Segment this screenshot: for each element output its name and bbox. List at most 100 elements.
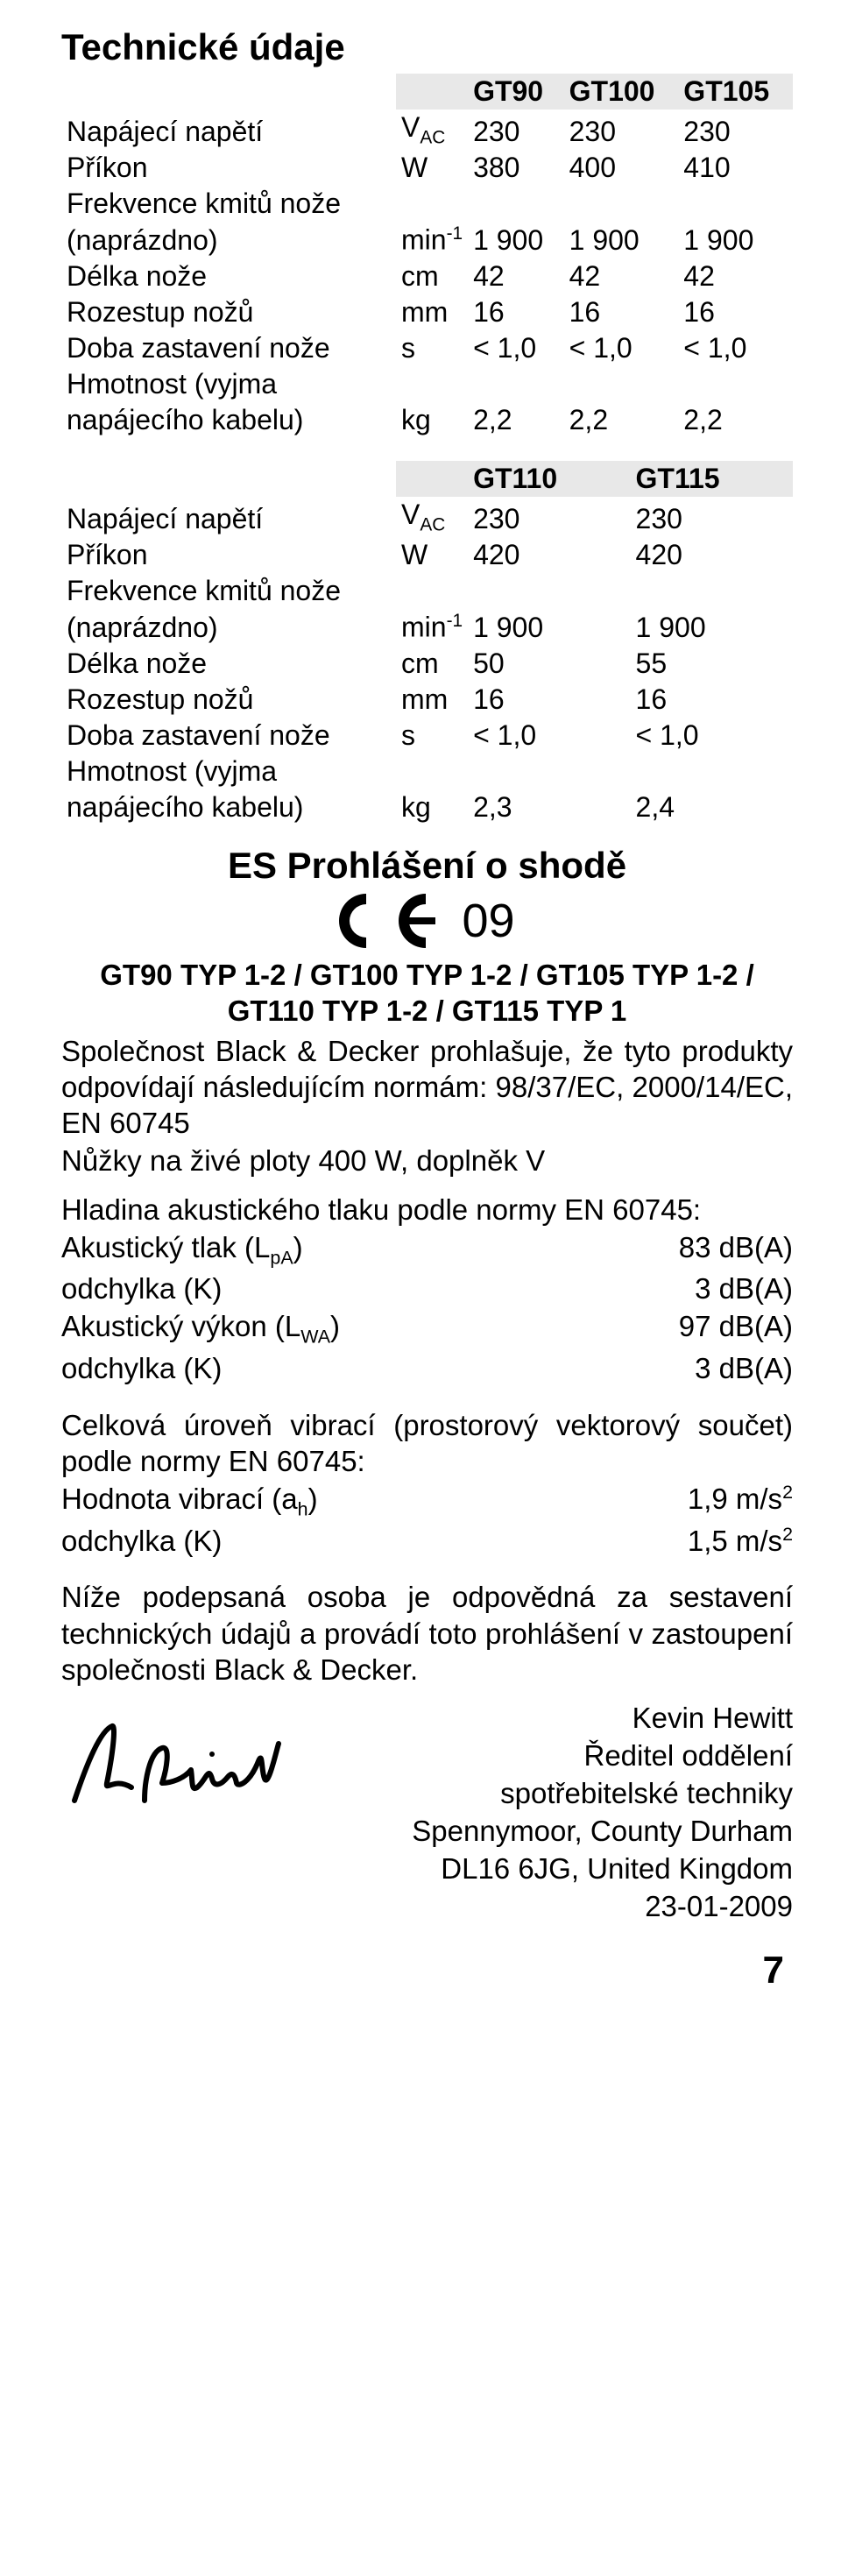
spec-label: Příkon <box>61 537 396 573</box>
spec-unit <box>396 186 468 222</box>
responsibility-para: Níže podepsaná osoba je odpovědná za ses… <box>61 1579 793 1688</box>
table-header: GT100 <box>564 74 679 110</box>
table-row: (naprázdno)min-11 9001 9001 900 <box>61 222 793 258</box>
spec-value: 16 <box>564 294 679 330</box>
kv-key: Hodnota vibrací (ah) <box>61 1481 318 1522</box>
year-09: 09 <box>462 894 514 948</box>
models-line-2: GT110 TYP 1-2 / GT115 TYP 1 <box>228 994 627 1027</box>
spec-unit: cm <box>396 646 468 682</box>
conformity-para-1b: Nůžky na živé ploty 400 W, doplněk V <box>61 1143 793 1178</box>
spec-label: Hmotnost (vyjma <box>61 366 396 402</box>
table-row: PříkonW380400410 <box>61 150 793 186</box>
table-row: Frekvence kmitů nože <box>61 573 793 609</box>
spec-unit <box>396 573 468 609</box>
spec-label: (naprázdno) <box>61 222 396 258</box>
acoustic-list: Akustický tlak (LpA) 83 dB(A) odchylka (K)… <box>61 1229 793 1388</box>
table-row: Rozestup nožůmm161616 <box>61 294 793 330</box>
spec-value: 230 <box>678 110 793 150</box>
spec-value: 230 <box>564 110 679 150</box>
spec-value: 230 <box>468 110 564 150</box>
spec-value: 400 <box>564 150 679 186</box>
kv-value: 97 dB(A) <box>679 1308 793 1349</box>
table-row: napájecího kabelu)kg2,22,22,2 <box>61 402 793 438</box>
table-header: GT115 <box>631 461 793 497</box>
spec-unit: cm <box>396 258 468 294</box>
spec-value <box>468 573 630 609</box>
spec-value: < 1,0 <box>564 330 679 366</box>
spec-label: Frekvence kmitů nože <box>61 186 396 222</box>
spec-value <box>468 366 564 402</box>
table-row: Délka nožecm5055 <box>61 646 793 682</box>
spec-label: Napájecí napětí <box>61 497 396 537</box>
spec-value: 16 <box>678 294 793 330</box>
kv-key: odchylka (K) <box>61 1350 222 1388</box>
table-row: napájecího kabelu)kg2,32,4 <box>61 789 793 825</box>
table-header <box>396 74 468 110</box>
kv-row: odchylka (K)1,5 m/s2 <box>61 1523 793 1560</box>
vibration-list: Hodnota vibrací (ah)1,9 m/s2odchylka (K)… <box>61 1481 793 1560</box>
table-row: (naprázdno)min-11 9001 900 <box>61 609 793 646</box>
ce-mark-icon <box>339 894 453 948</box>
kv-row: Hodnota vibrací (ah)1,9 m/s2 <box>61 1481 793 1522</box>
table-header <box>61 74 396 110</box>
spec-value: 1 900 <box>564 222 679 258</box>
spec-label: Rozestup nožů <box>61 682 396 718</box>
spec-value: 2,2 <box>564 402 679 438</box>
vibration-lead: Celková úroveň vibrací (prostorový vekto… <box>61 1407 793 1480</box>
spec-unit: W <box>396 537 468 573</box>
spec-unit: kg <box>396 789 468 825</box>
spec-unit <box>396 366 468 402</box>
spec-value <box>468 186 564 222</box>
spec-value: 380 <box>468 150 564 186</box>
kv-key: odchylka (K) <box>61 1523 222 1560</box>
acoustic-lead: Hladina akustického tlaku podle normy EN… <box>61 1192 793 1228</box>
spec-unit <box>396 754 468 789</box>
spec-value: 2,3 <box>468 789 630 825</box>
table-row: Rozestup nožůmm1616 <box>61 682 793 718</box>
spec-unit: mm <box>396 294 468 330</box>
spec-value: < 1,0 <box>631 718 793 754</box>
spec-value: 2,2 <box>678 402 793 438</box>
spec-table-2: GT110GT115Napájecí napětíVAC230230Příkon… <box>61 461 793 825</box>
spec-value <box>564 186 679 222</box>
spec-value: 42 <box>678 258 793 294</box>
spec-value: 42 <box>468 258 564 294</box>
spec-value: 16 <box>468 294 564 330</box>
table-row: Napájecí napětíVAC230230 <box>61 497 793 537</box>
table-row: Délka nožecm424242 <box>61 258 793 294</box>
spec-value: < 1,0 <box>468 718 630 754</box>
table-header: GT105 <box>678 74 793 110</box>
kv-value: 3 dB(A) <box>695 1270 793 1308</box>
spec-value: 230 <box>468 497 630 537</box>
spec-unit: mm <box>396 682 468 718</box>
spec-label: Frekvence kmitů nože <box>61 573 396 609</box>
kv-value: 83 dB(A) <box>679 1229 793 1270</box>
spec-value: 2,4 <box>631 789 793 825</box>
section-title: Technické údaje <box>61 26 793 68</box>
spec-unit: s <box>396 330 468 366</box>
spec-value: 420 <box>631 537 793 573</box>
table-row: PříkonW420420 <box>61 537 793 573</box>
kv-key: Akustický tlak (LpA) <box>61 1229 303 1270</box>
spec-value <box>564 366 679 402</box>
spec-unit: min-1 <box>396 609 468 646</box>
spec-value: < 1,0 <box>468 330 564 366</box>
table-row: Doba zastavení nožes< 1,0< 1,0< 1,0 <box>61 330 793 366</box>
table-header: GT90 <box>468 74 564 110</box>
ce-mark-row: 09 <box>61 894 793 948</box>
spec-label: Napájecí napětí <box>61 110 396 150</box>
spec-value: 42 <box>564 258 679 294</box>
kv-value: 3 dB(A) <box>695 1350 793 1388</box>
spec-unit: kg <box>396 402 468 438</box>
table-header: GT110 <box>468 461 630 497</box>
kv-key: Akustický výkon (LWA) <box>61 1308 340 1349</box>
spec-unit: s <box>396 718 468 754</box>
spec-value: 230 <box>631 497 793 537</box>
models-line: GT90 TYP 1-2 / GT100 TYP 1-2 / GT105 TYP… <box>61 957 793 1030</box>
kv-row: Akustický tlak (LpA) 83 dB(A) <box>61 1229 793 1270</box>
spec-unit: VAC <box>396 497 468 537</box>
spec-label: Rozestup nožů <box>61 294 396 330</box>
table-header <box>396 461 468 497</box>
table-row: Hmotnost (vyjma <box>61 754 793 789</box>
spec-value: 420 <box>468 537 630 573</box>
